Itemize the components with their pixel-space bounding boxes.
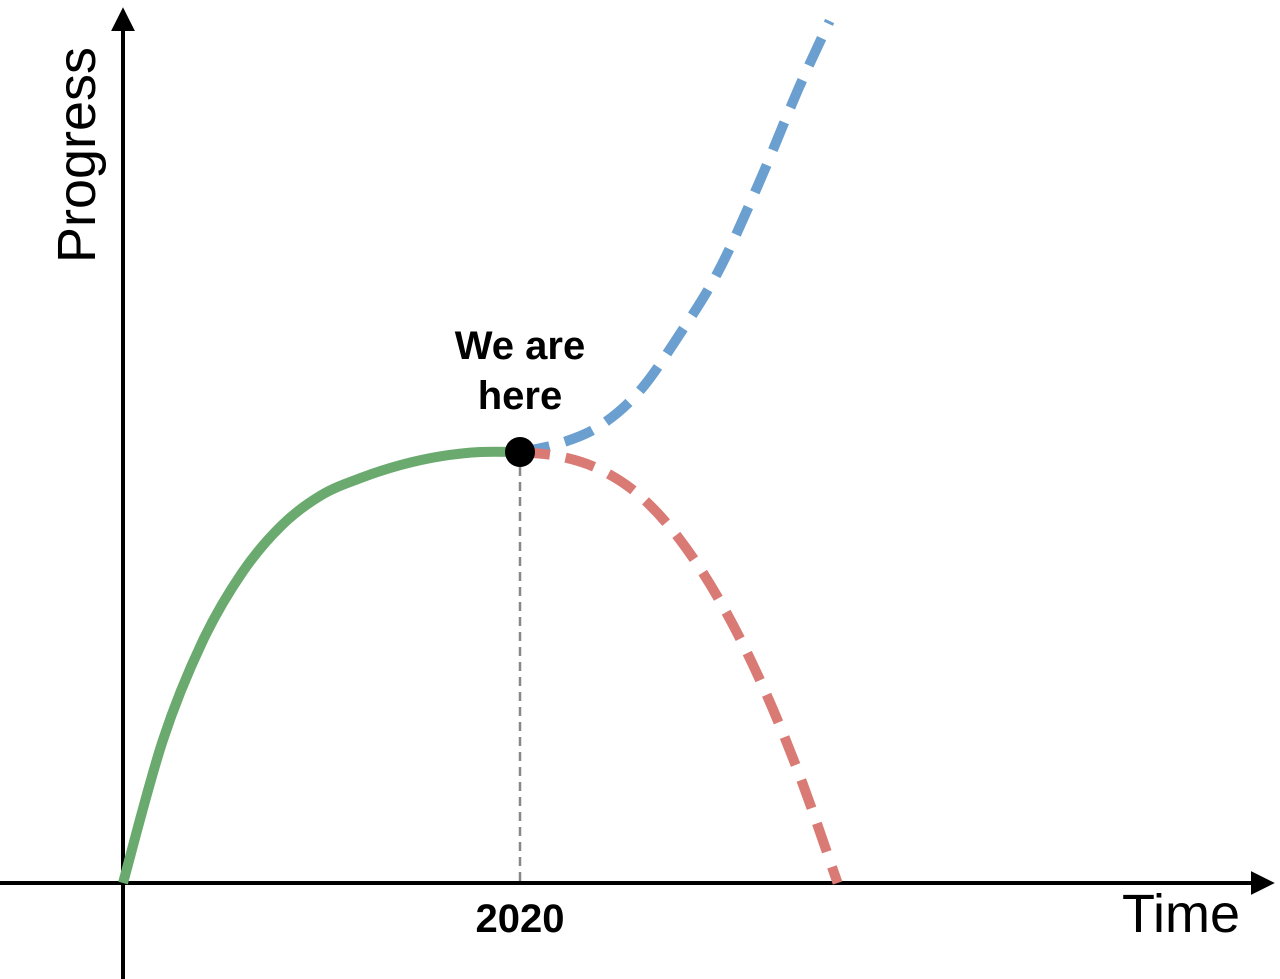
annotation-line-1: We are [455, 324, 585, 368]
series-line-past [118, 446, 521, 885]
x-tick-label: 2020 [476, 897, 565, 941]
series-line-pessimistic [519, 447, 843, 885]
current-position-marker [505, 437, 535, 467]
annotation-line-2: here [478, 374, 563, 418]
y-axis-title: Progress [47, 47, 107, 263]
x-axis-title: Time [1122, 884, 1240, 944]
series-line-optimistic [518, 18, 835, 457]
